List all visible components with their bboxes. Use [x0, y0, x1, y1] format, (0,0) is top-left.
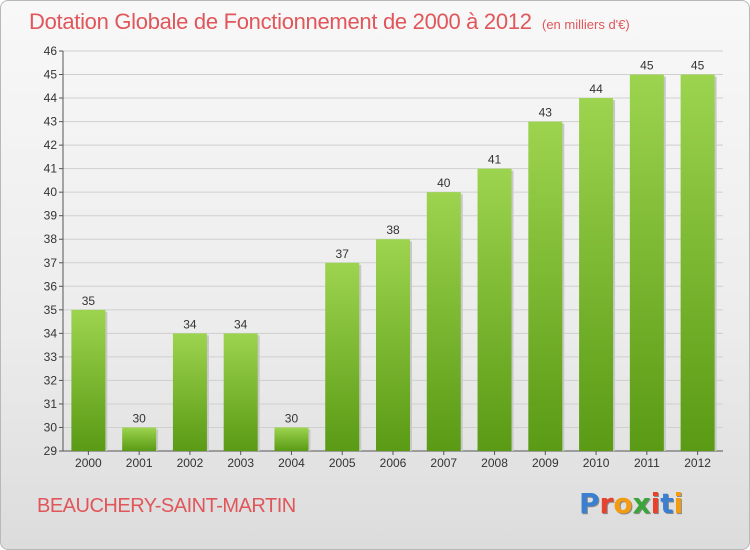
x-tick-label: 2001: [126, 456, 153, 470]
y-tick-label: 43: [44, 115, 58, 129]
x-tick-label: 2005: [329, 456, 356, 470]
bar: [579, 98, 614, 451]
bars: [71, 74, 717, 452]
bar: [122, 427, 157, 451]
data-label: 38: [386, 223, 400, 237]
data-label: 30: [285, 411, 299, 425]
logo-letter: o: [613, 487, 633, 520]
data-label: 30: [132, 411, 146, 425]
logo-letter: P: [579, 487, 600, 520]
chart-subtitle: (en milliers d'€): [542, 17, 630, 32]
bar: [528, 121, 563, 452]
proxiti-logo[interactable]: Proxiti: [579, 487, 683, 520]
data-label: 34: [234, 317, 248, 331]
bar: [223, 333, 258, 451]
data-label: 40: [437, 176, 451, 190]
logo-letter: i: [673, 487, 684, 520]
data-labels: 35 30 34 34 30 37 38 40 41 43 44 45 45: [82, 59, 705, 426]
x-tick-label: 2009: [532, 456, 559, 470]
x-tick-label: 2002: [177, 456, 204, 470]
data-label: 45: [691, 59, 705, 73]
bar: [680, 74, 715, 451]
bar: [376, 239, 410, 451]
y-tick-label: 33: [44, 350, 58, 364]
x-tick-label: 2004: [278, 456, 305, 470]
x-tick-label: 2008: [481, 456, 508, 470]
y-tick-label: 36: [44, 279, 58, 293]
data-label: 45: [640, 59, 654, 73]
x-tick-label: 2011: [634, 456, 660, 470]
x-tick-label: 2006: [380, 456, 407, 470]
bar: [477, 168, 512, 451]
y-tick-label: 40: [44, 185, 58, 199]
data-label: 44: [589, 82, 603, 96]
bar: [71, 309, 106, 451]
logo-letter: t: [660, 487, 674, 520]
data-label: 34: [183, 317, 197, 331]
data-label: 35: [82, 294, 96, 308]
x-tick-label: 2003: [227, 456, 254, 470]
data-label: 37: [336, 247, 350, 261]
y-tick-label: 31: [44, 397, 58, 411]
data-label: 41: [488, 153, 502, 167]
y-tick-label: 46: [44, 44, 58, 58]
logo-letter: i: [650, 487, 661, 520]
y-tick-label: 39: [44, 209, 58, 223]
logo-letter: x: [632, 487, 651, 520]
y-tick-label: 32: [44, 373, 58, 387]
chart-title: Dotation Globale de Fonctionnement de 20…: [29, 9, 532, 34]
bar: [325, 262, 360, 451]
y-tick-label: 35: [44, 303, 58, 317]
bar: [172, 333, 207, 451]
bar: [629, 74, 664, 451]
y-tick-label: 44: [44, 91, 58, 105]
x-tick-label: 2007: [430, 456, 457, 470]
x-tick-label: 2000: [75, 456, 102, 470]
y-tick-label: 41: [44, 162, 58, 176]
logo-letter: r: [599, 487, 614, 520]
y-tick-label: 38: [44, 232, 58, 246]
y-tick-label: 42: [44, 138, 58, 152]
bar: [274, 427, 309, 451]
data-label: 43: [539, 106, 553, 120]
city-name: BEAUCHERY-SAINT-MARTIN: [37, 495, 296, 517]
x-tick-label: 2012: [684, 456, 711, 470]
y-tick-label: 30: [44, 420, 58, 434]
y-tick-label: 37: [44, 256, 58, 270]
y-tick-label: 45: [44, 68, 58, 82]
y-tick-label: 34: [44, 326, 58, 340]
bar: [426, 192, 461, 452]
y-tick-label: 29: [44, 444, 58, 458]
x-tick-label: 2010: [583, 456, 610, 470]
